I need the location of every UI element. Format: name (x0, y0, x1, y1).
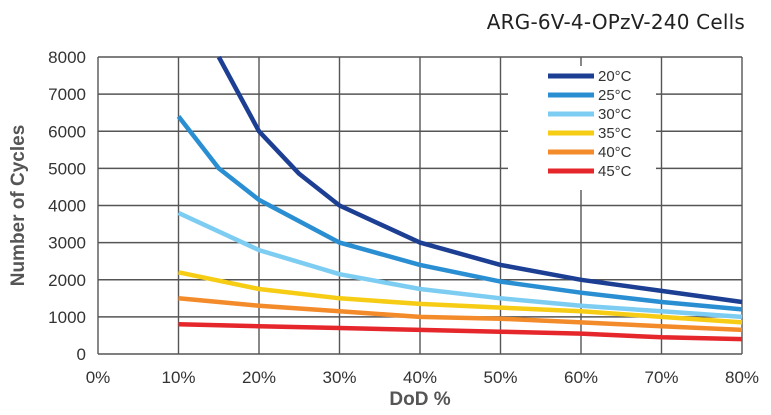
y-axis-title: Number of Cycles (8, 125, 29, 287)
y-tick-label: 7000 (48, 85, 86, 104)
x-tick-label: 80% (725, 368, 759, 387)
x-tick-label: 70% (644, 368, 678, 387)
legend-label: 20°C (598, 68, 632, 85)
legend-label: 30°C (598, 106, 632, 123)
series-line-6 (178, 322, 743, 342)
y-tick-label: 6000 (48, 122, 86, 141)
x-tick-label: 0% (86, 368, 111, 387)
y-tick-label: 5000 (48, 159, 86, 178)
x-tick-label: 50% (483, 368, 517, 387)
chart-title: ARG-6V-4-OPzV-240 Cells (486, 10, 745, 34)
x-tick-label: 40% (403, 368, 437, 387)
legend-label: 25°C (598, 87, 632, 104)
x-tick-label: 30% (322, 368, 356, 387)
y-tick-label: 1000 (48, 308, 86, 327)
x-axis-title: DoD % (389, 389, 450, 410)
x-tick-label: 10% (161, 368, 195, 387)
series-line-5 (178, 296, 743, 333)
y-tick-label: 3000 (48, 234, 86, 253)
y-tick-label: 2000 (48, 271, 86, 290)
legend-label: 35°C (598, 125, 632, 142)
series-line-4 (178, 270, 743, 325)
y-tick-label: 8000 (48, 48, 86, 67)
y-tick-label: 0 (77, 345, 86, 364)
legend-label: 40°C (598, 144, 632, 161)
y-tick-label: 4000 (48, 197, 86, 216)
series-line-2 (176, 115, 743, 312)
legend-label: 45°C (598, 163, 632, 180)
x-tick-label: 60% (564, 368, 598, 387)
series-line-3 (177, 210, 743, 320)
series-line-1 (216, 55, 743, 305)
x-tick-label: 20% (242, 368, 276, 387)
